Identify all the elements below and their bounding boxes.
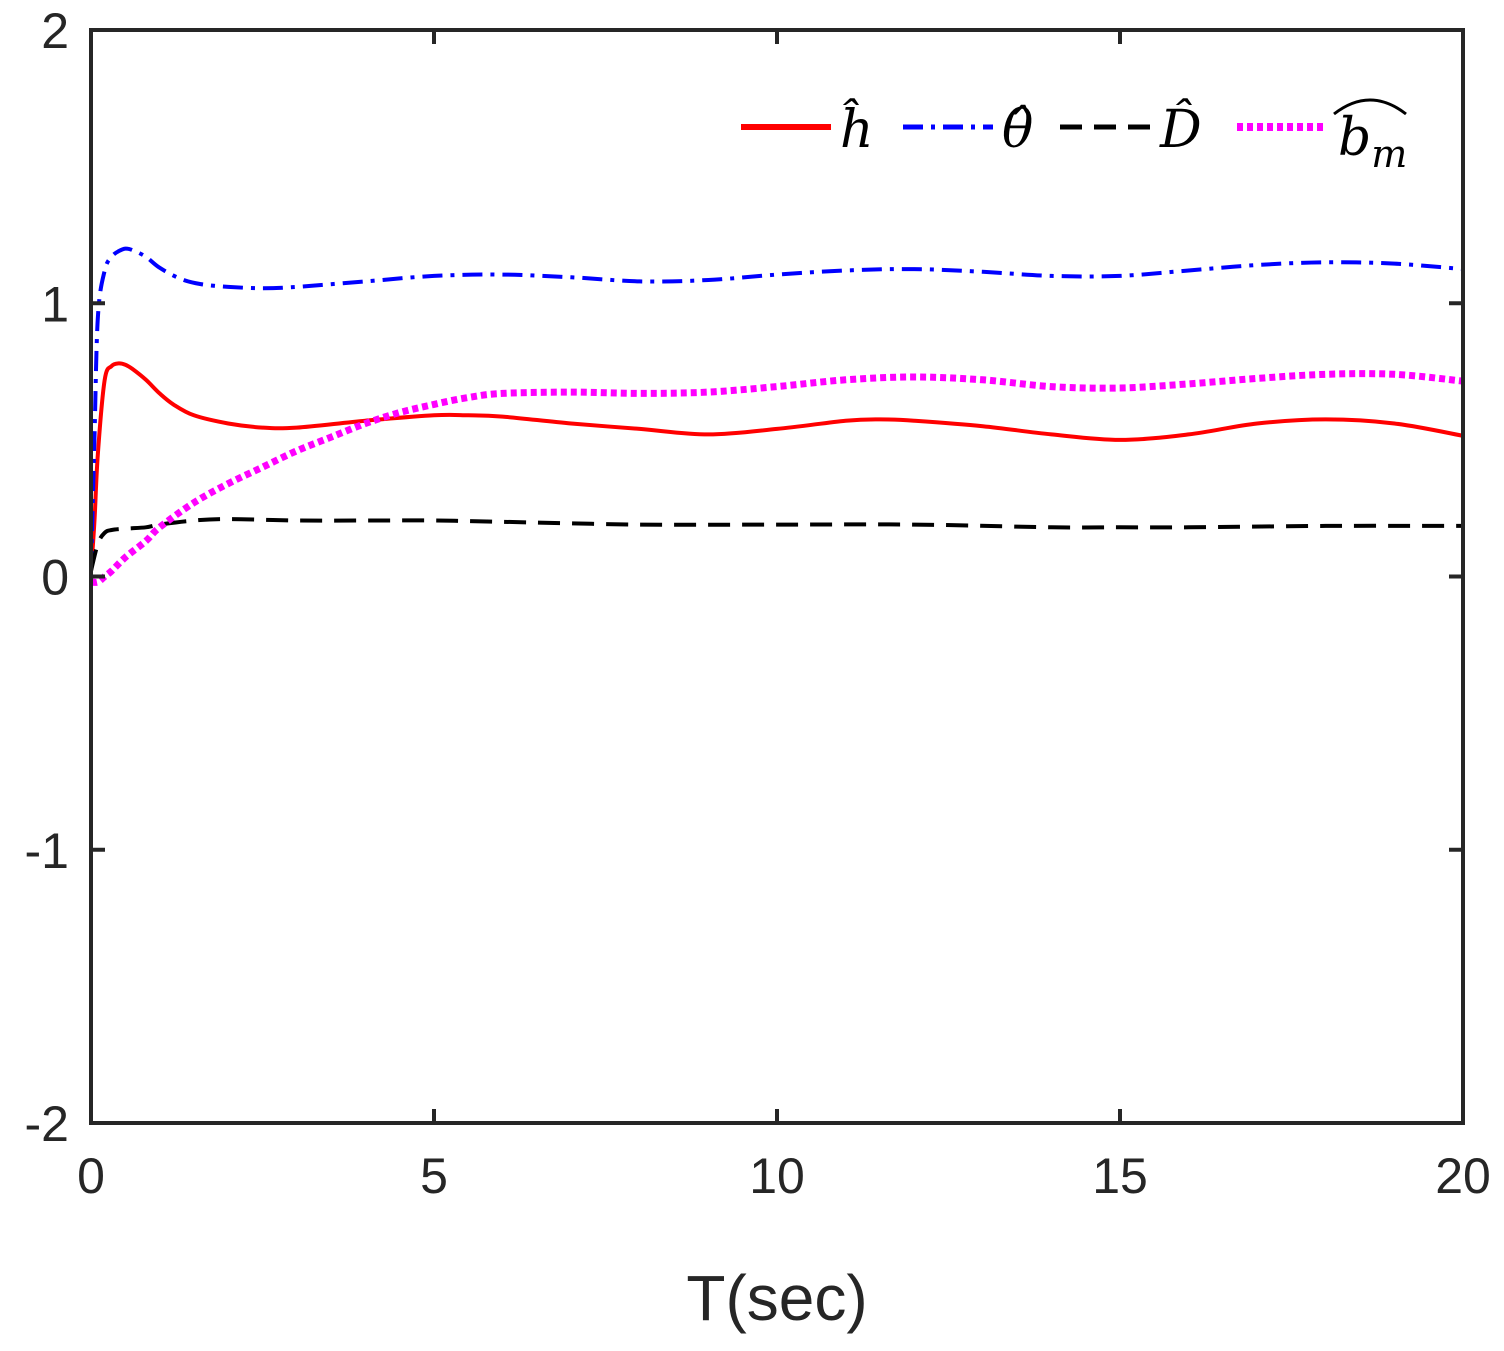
series-line-b_m-hat [91, 370, 1463, 586]
x-tick-label-4: 20 [1435, 1148, 1491, 1204]
x-tick-labels: 0 5 10 15 20 [77, 1148, 1491, 1204]
legend-label-b_m-subscript: m [1371, 132, 1407, 176]
y-tick-labels: -2 -1 0 1 2 [25, 3, 69, 1152]
plot-area [91, 30, 1463, 1123]
legend-label-b_m-base: b [1338, 108, 1371, 168]
legend-hat-b_m [1333, 98, 1407, 116]
y-tick-label-4: 2 [41, 3, 69, 59]
y-tick-label-3: 1 [41, 276, 69, 332]
legend-label-theta-hat: θ̂ [1002, 100, 1033, 160]
series-layer [91, 246, 1463, 586]
legend-box [731, 88, 1421, 178]
x-tick-label-2: 10 [749, 1148, 805, 1204]
series-line-theta-hat [91, 246, 1463, 572]
y-tick-label-0: -2 [25, 1096, 69, 1152]
x-axis-title: T(sec) [686, 1262, 867, 1334]
legend-label-D-hat: D̂ [1159, 99, 1202, 160]
x-tick-label-3: 15 [1092, 1148, 1148, 1204]
x-tick-label-0: 0 [77, 1148, 105, 1204]
legend-label-h-hat: ĥ [840, 98, 874, 160]
tick-layer [89, 28, 1465, 1125]
legend: ĥ θ̂ D̂ bm [731, 88, 1421, 178]
legend-label-b_m-hat: bm [1338, 108, 1407, 176]
series-line-D-hat [91, 517, 1463, 572]
x-tick-label-1: 5 [420, 1148, 448, 1204]
series-line-h-hat [91, 361, 1463, 572]
y-tick-label-1: -1 [25, 823, 69, 879]
y-tick-label-2: 0 [41, 550, 69, 606]
